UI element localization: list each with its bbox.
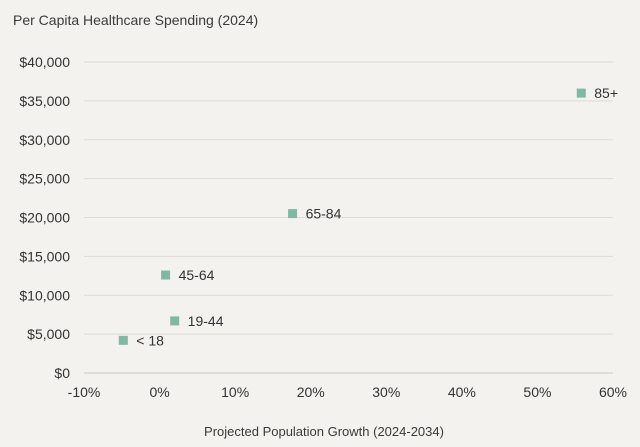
x-tick-label: 50% — [523, 384, 551, 400]
x-tick-label: -10% — [68, 384, 101, 400]
data-point — [161, 270, 171, 280]
data-point — [170, 316, 180, 326]
grid-lines — [84, 61, 613, 374]
x-axis-label: Projected Population Growth (2024-2034) — [204, 424, 444, 439]
x-tick-label: 30% — [372, 384, 400, 400]
x-tick-label: 40% — [448, 384, 476, 400]
data-point — [576, 88, 586, 98]
y-tick-label: $20,000 — [19, 210, 70, 226]
data-points — [118, 88, 586, 345]
data-point — [118, 335, 128, 345]
y-tick-label: $5,000 — [27, 326, 70, 342]
y-tick-label: $10,000 — [19, 287, 70, 303]
y-tick-label: $25,000 — [19, 171, 70, 187]
y-tick-label: $15,000 — [19, 248, 70, 264]
x-tick-label: 10% — [221, 384, 249, 400]
y-axis-ticks: $0 $5,000 $10,000 $15,000 $20,000 $25,000 $30,… — [19, 54, 70, 381]
point-label: < 18 — [136, 332, 164, 348]
x-tick-label: 0% — [149, 384, 169, 400]
x-tick-label: 60% — [599, 384, 627, 400]
y-tick-label: $30,000 — [19, 132, 70, 148]
x-axis-ticks: -10% 0% 10% 20% 30% 40% 50% 60% — [68, 384, 627, 400]
point-label: 65-84 — [306, 206, 342, 222]
x-tick-label: 20% — [297, 384, 325, 400]
y-tick-label: $0 — [54, 365, 70, 381]
chart-title: Per Capita Healthcare Spending (2024) — [13, 12, 259, 28]
data-point — [288, 209, 298, 219]
point-label: 19-44 — [188, 313, 224, 329]
point-label: 85+ — [594, 85, 618, 101]
y-tick-label: $35,000 — [19, 93, 70, 109]
y-tick-label: $40,000 — [19, 54, 70, 70]
point-labels: < 18 19-44 45-64 65-84 85+ — [136, 85, 618, 348]
point-label: 45-64 — [179, 267, 215, 283]
